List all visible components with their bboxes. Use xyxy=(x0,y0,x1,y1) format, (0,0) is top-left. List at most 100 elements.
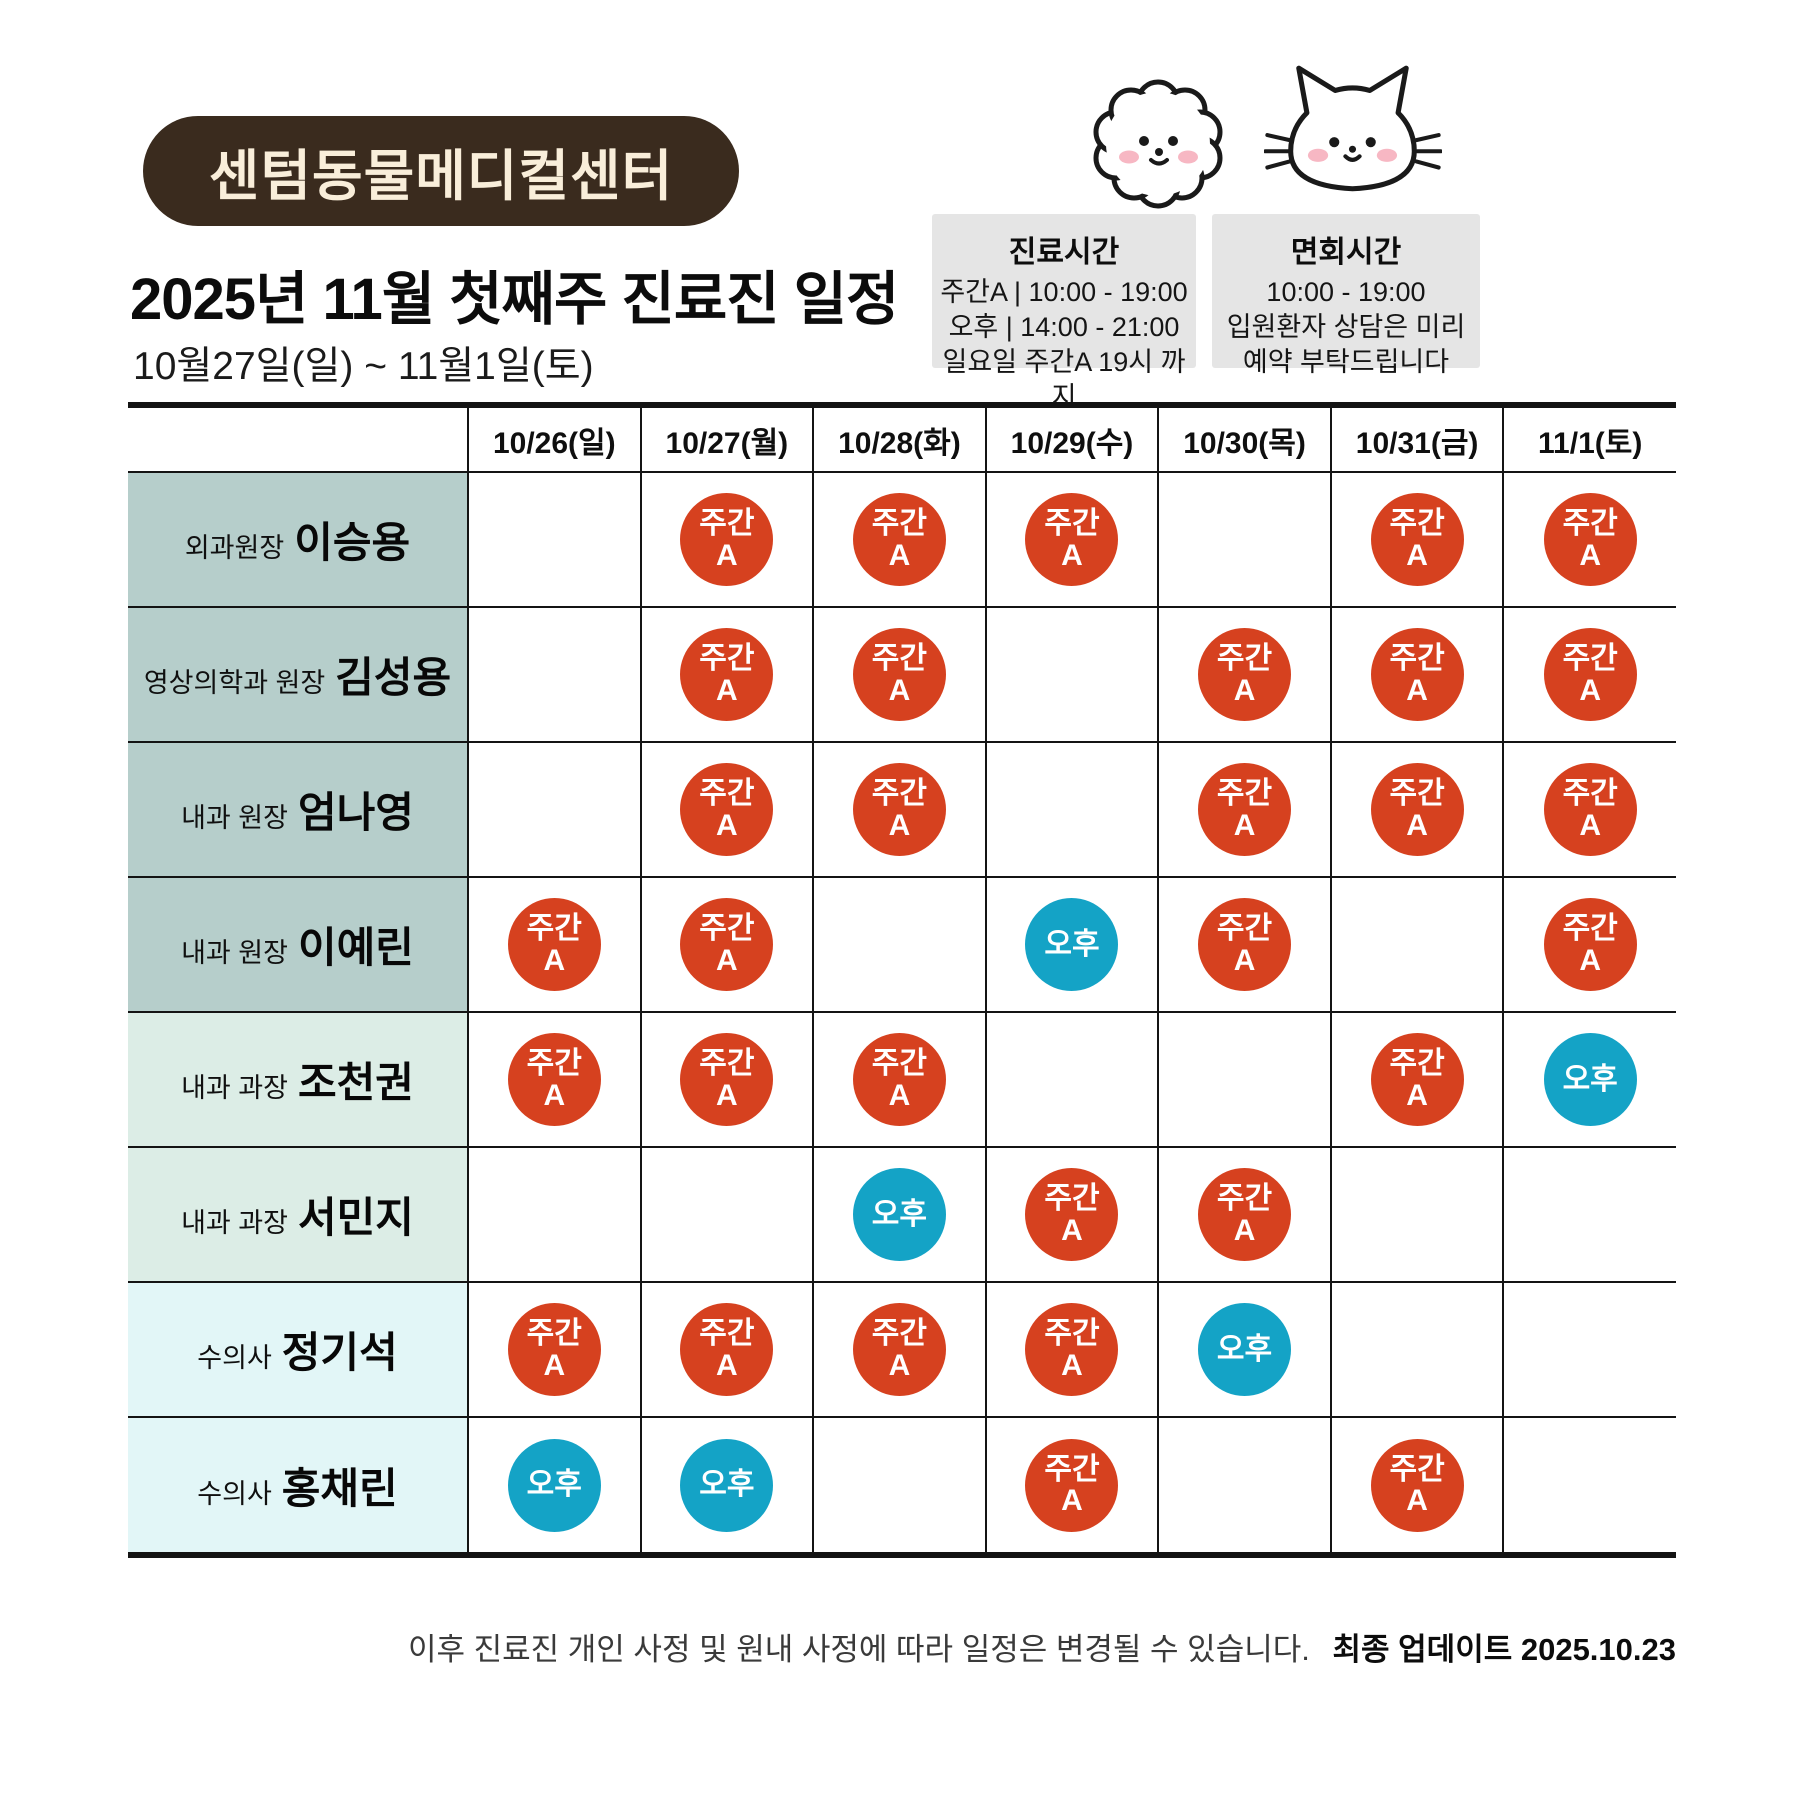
shift-badge-label: A xyxy=(1579,808,1602,842)
shift-badge-label: 주간 xyxy=(1216,912,1273,946)
table-row: 내과 과장 서민지 오후 주간 A 주간 A xyxy=(128,1146,1676,1283)
shift-badge-label: A xyxy=(1579,538,1602,572)
schedule-cell: 오후 xyxy=(984,876,1160,1013)
schedule-cell xyxy=(1329,1281,1505,1418)
doctor-role: 내과 과장 xyxy=(181,1208,288,1238)
schedule-cell xyxy=(1157,471,1332,608)
shift-badge-daytime: 주간 A xyxy=(1543,628,1637,721)
schedule-cell: 주간 A xyxy=(1502,876,1676,1013)
schedule-cell: 주간 A xyxy=(1157,1146,1332,1283)
last-updated: 최종 업데이트 2025.10.23 xyxy=(1332,1632,1677,1667)
visiting-hours-line: 10:00 - 19:00 xyxy=(1266,277,1426,307)
shift-badge-label: A xyxy=(1233,808,1256,842)
doctor-name: 정기석 xyxy=(281,1329,398,1376)
visiting-hours-line: 입원환자 상담은 미리 xyxy=(1226,312,1466,343)
schedule-cell: 주간 A xyxy=(1502,606,1676,743)
shift-badge-label: A xyxy=(1406,1078,1428,1112)
shift-badge-label: 주간 xyxy=(1044,507,1100,541)
clinic-badge: 센텀동물메디컬센터 xyxy=(143,116,739,226)
doctor-role: 내과 원장 xyxy=(181,938,288,968)
cat-icon xyxy=(1264,65,1442,192)
schedule-cell: 주간 A xyxy=(812,1281,987,1418)
schedule-cell: 오후 xyxy=(812,1146,987,1283)
shift-badge-daytime: 주간 A xyxy=(1025,493,1119,586)
schedule-cell xyxy=(1157,1416,1332,1552)
doctor-role: 수의사 xyxy=(197,1478,272,1509)
shift-badge-label: 주간 xyxy=(1216,777,1273,811)
schedule-cell xyxy=(984,606,1160,743)
shift-badge-label: A xyxy=(1406,808,1428,842)
schedule-cell: 주간 A xyxy=(467,1281,642,1418)
shift-badge-label: 주간 xyxy=(699,1317,755,1351)
doctor-role: 외과원장 xyxy=(184,533,285,563)
schedule-cell: 주간 A xyxy=(467,876,642,1013)
shift-badge-daytime: 주간 A xyxy=(1370,1438,1464,1532)
shift-badge-label: 주간 xyxy=(1044,1452,1100,1486)
doctor-label-cell: 영상의학과 원장 김성용 xyxy=(128,606,469,743)
doctor-label-cell: 내과 과장 조천권 xyxy=(128,1011,469,1148)
schedule-cell: 주간 A xyxy=(1502,741,1676,878)
shift-badge-label: A xyxy=(1579,673,1602,707)
shift-badge-daytime: 주간 A xyxy=(1370,628,1464,721)
shift-badge-label: 주간 xyxy=(1389,1047,1445,1081)
schedule-cell: 주간 A xyxy=(639,471,815,608)
shift-badge-label: 주간 xyxy=(871,1047,927,1081)
footer-disclaimer: 이후 진료진 개인 사정 및 원내 사정에 따라 일정은 변경될 수 있습니다. xyxy=(407,1632,1310,1667)
schedule-cell xyxy=(1329,1146,1505,1283)
visiting-hours-line: 예약 부탁드립니다 xyxy=(1242,347,1450,378)
schedule-cell xyxy=(984,741,1160,878)
doctor-label-cell: 외과원장 이승용 xyxy=(128,471,469,608)
schedule-cell: 주간 A xyxy=(1157,606,1332,743)
doctor-name: 김성용 xyxy=(335,654,452,701)
shift-badge-afternoon: 오후 xyxy=(1543,1033,1637,1126)
shift-badge-label: 주간 xyxy=(1389,507,1445,541)
doctor-name: 이예린 xyxy=(297,924,414,971)
column-header: 10/28(화) xyxy=(812,408,987,473)
schedule-cell: 주간 A xyxy=(984,1416,1160,1552)
schedule-cell: 주간 A xyxy=(1329,741,1505,878)
shift-badge-label: 주간 xyxy=(1562,912,1618,946)
table-row: 수의사 정기석 주간 A 주간 A 주간 A 주간 A 오후 xyxy=(128,1281,1676,1418)
doctor-name: 홍채린 xyxy=(281,1464,398,1512)
schedule-cell: 주간 A xyxy=(984,1281,1160,1418)
schedule-cell: 주간 A xyxy=(812,1011,987,1148)
schedule-cell: 주간 A xyxy=(812,606,987,743)
table-row: 영상의학과 원장 김성용 주간 A 주간 A 주간 A 주간 A 주간 A xyxy=(128,606,1676,743)
shift-badge-label: A xyxy=(716,1348,738,1382)
shift-badge-daytime: 주간 A xyxy=(852,628,946,721)
shift-badge-daytime: 주간 A xyxy=(852,1033,946,1126)
schedule-table-frame: 10/26(일) 10/27(월) 10/28(화) 10/29(수) 10/30(목)… xyxy=(128,402,1676,1558)
shift-badge-label: 주간 xyxy=(699,777,755,811)
schedule-table: 10/26(일) 10/27(월) 10/28(화) 10/29(수) 10/30(목)… xyxy=(128,408,1676,1552)
shift-badge-label: A xyxy=(1579,943,1602,977)
schedule-cell xyxy=(1502,1416,1676,1552)
shift-badge-label: 오후 xyxy=(1562,1062,1618,1096)
shift-badge-label: A xyxy=(543,1078,566,1112)
schedule-cell xyxy=(1502,1146,1676,1283)
shift-badge-daytime: 주간 A xyxy=(852,1303,946,1396)
shift-badge-label: A xyxy=(1061,1348,1083,1382)
doctor-label-cell: 내과 원장 엄나영 xyxy=(128,741,469,878)
shift-badge-label: 주간 xyxy=(1389,642,1445,676)
shift-badge-daytime: 주간 A xyxy=(1543,763,1637,856)
shift-badge-label: 오후 xyxy=(1216,1332,1273,1366)
dog-icon xyxy=(1093,79,1223,209)
shift-badge-label: 주간 xyxy=(526,912,582,946)
shift-badge-label: A xyxy=(1406,538,1428,572)
doctor-role: 영상의학과 원장 xyxy=(143,668,326,698)
doctor-role: 내과 원장 xyxy=(181,803,288,833)
shift-badge-daytime: 주간 A xyxy=(507,1033,601,1126)
shift-badge-label: 주간 xyxy=(1562,642,1618,676)
shift-badge-daytime: 주간 A xyxy=(1198,898,1292,991)
shift-badge-daytime: 주간 A xyxy=(852,493,946,586)
doctor-role: 내과 과장 xyxy=(181,1073,288,1103)
schedule-cell: 주간 A xyxy=(1157,876,1332,1013)
shift-badge-label: A xyxy=(888,538,911,572)
shift-badge-label: A xyxy=(888,673,911,707)
shift-badge-label: 주간 xyxy=(871,507,927,541)
shift-badge-label: A xyxy=(888,1348,911,1382)
shift-badge-label: 오후 xyxy=(871,1197,927,1231)
schedule-cell xyxy=(1502,1281,1676,1418)
shift-badge-afternoon: 오후 xyxy=(852,1168,946,1261)
shift-badge-afternoon: 오후 xyxy=(680,1438,774,1532)
